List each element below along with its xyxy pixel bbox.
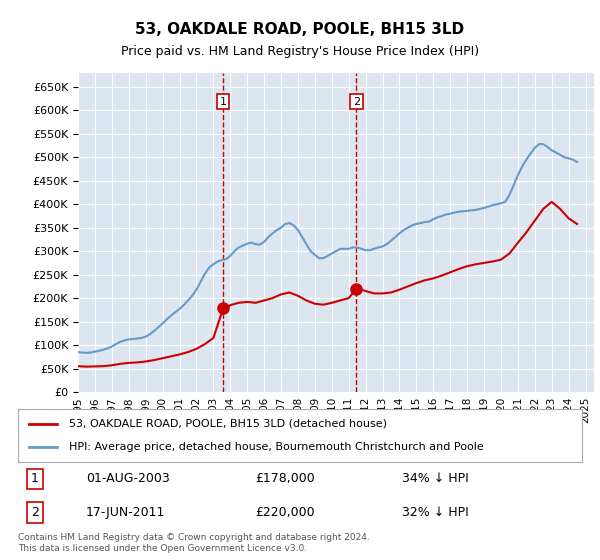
Text: Contains HM Land Registry data © Crown copyright and database right 2024.
This d: Contains HM Land Registry data © Crown c… [18,533,370,553]
Text: 01-AUG-2003: 01-AUG-2003 [86,473,169,486]
Text: 53, OAKDALE ROAD, POOLE, BH15 3LD (detached house): 53, OAKDALE ROAD, POOLE, BH15 3LD (detac… [69,419,387,429]
Text: 1: 1 [31,473,39,486]
Text: 34% ↓ HPI: 34% ↓ HPI [401,473,468,486]
Text: Price paid vs. HM Land Registry's House Price Index (HPI): Price paid vs. HM Land Registry's House … [121,45,479,58]
Text: 32% ↓ HPI: 32% ↓ HPI [401,506,468,519]
Text: HPI: Average price, detached house, Bournemouth Christchurch and Poole: HPI: Average price, detached house, Bour… [69,442,484,452]
Text: £220,000: £220,000 [255,506,314,519]
Text: 53, OAKDALE ROAD, POOLE, BH15 3LD: 53, OAKDALE ROAD, POOLE, BH15 3LD [136,22,464,38]
Text: 17-JUN-2011: 17-JUN-2011 [86,506,165,519]
Text: 2: 2 [353,96,360,106]
Text: 1: 1 [220,96,227,106]
Text: £178,000: £178,000 [255,473,314,486]
Text: 2: 2 [31,506,39,519]
